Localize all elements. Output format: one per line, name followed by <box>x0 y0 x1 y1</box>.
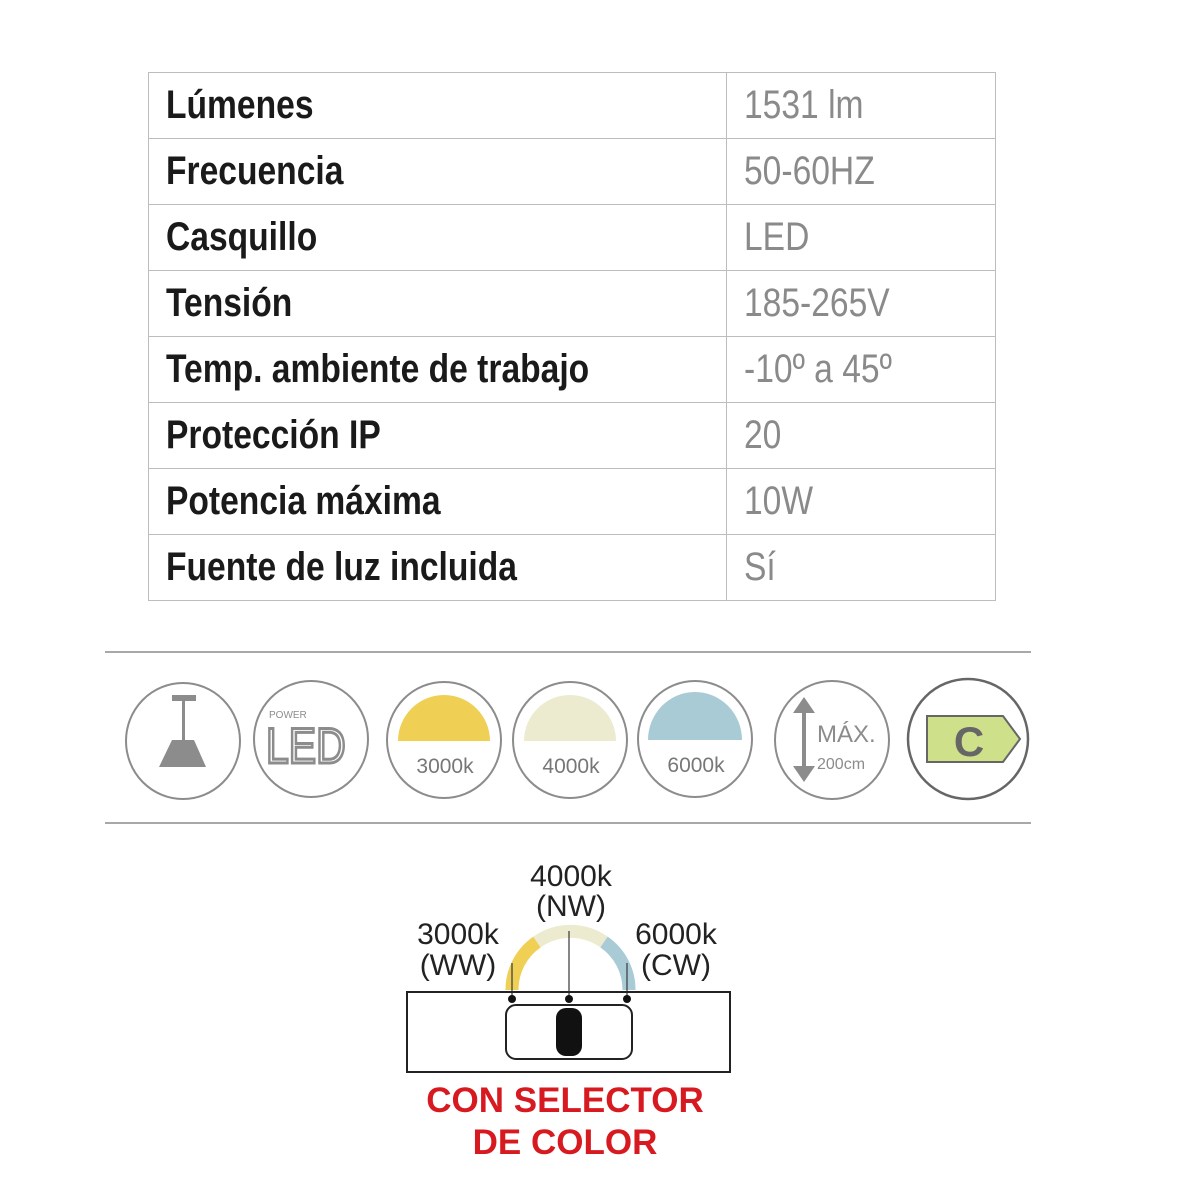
spec-row: Lúmenes 1531 lm <box>148 72 996 139</box>
spec-table: Lúmenes 1531 lm Frecuencia 50-60HZ Casquillo… <box>148 72 996 601</box>
warm-code-label: (WW) <box>420 949 497 982</box>
icon-circle <box>253 680 369 798</box>
spec-label: Temp. ambiente de trabajo <box>148 336 727 403</box>
cool-code-label: (CW) <box>641 949 711 982</box>
spec-value-text: -10º a 45º <box>744 347 892 391</box>
spec-label: Potencia máxima <box>148 468 727 535</box>
spec-label-text: Temp. ambiente de trabajo <box>166 347 590 391</box>
color-selector-diagram <box>505 924 636 991</box>
divider <box>105 651 1031 653</box>
spec-label-text: Fuente de luz incluida <box>166 545 517 589</box>
cool-temp-label: 6000k <box>635 918 718 951</box>
icon-circle <box>774 680 890 800</box>
power-text: POWER <box>269 710 307 721</box>
spec-value-text: 185-265V <box>744 281 890 325</box>
spec-label: Fuente de luz incluida <box>148 534 727 601</box>
divider <box>105 822 1031 824</box>
spec-value-text: 20 <box>744 413 782 457</box>
led-text: LED <box>266 718 346 774</box>
spec-value: 10W <box>726 468 996 535</box>
power-led-icon: POWER LED <box>265 710 347 775</box>
spec-label-text: Casquillo <box>166 215 318 259</box>
spec-value: LED <box>726 204 996 271</box>
warm-temp-label: 3000k <box>417 918 500 951</box>
icon-circle <box>512 681 628 799</box>
spec-label: Frecuencia <box>148 138 727 205</box>
spec-value: 20 <box>726 402 996 469</box>
neutral-light-icon <box>524 695 616 741</box>
energy-class-letter: C <box>954 718 984 765</box>
spec-label-text: Lúmenes <box>166 83 314 127</box>
spec-value-text: LED <box>744 215 810 259</box>
icon-circle <box>125 682 241 800</box>
neutral-temp-label: 4000k <box>530 860 613 893</box>
spec-value: 1531 lm <box>726 72 996 139</box>
spec-value-text: 10W <box>744 479 814 523</box>
spec-value-text: 1531 lm <box>744 83 864 127</box>
warm-label: 3000k <box>416 755 474 778</box>
cool-label: 6000k <box>667 754 725 777</box>
max-height-label: MÁX. <box>817 721 876 748</box>
cool-light-icon <box>648 692 742 740</box>
spec-label-text: Tensión <box>166 281 293 325</box>
selector-caption: DE COLOR <box>473 1123 658 1162</box>
spec-row: Protección IP 20 <box>148 402 996 469</box>
icon-circle <box>637 680 753 798</box>
spec-value-text: Sí <box>744 545 776 589</box>
warm-light-icon <box>398 695 490 741</box>
pendant-lamp-icon <box>159 695 206 767</box>
neutral-label: 4000k <box>542 755 600 778</box>
spec-row: Fuente de luz incluida Sí <box>148 534 996 601</box>
spec-row: Potencia máxima 10W <box>148 468 996 535</box>
spec-label: Protección IP <box>148 402 727 469</box>
selector-caption: CON SELECTOR <box>426 1081 703 1120</box>
neutral-code-label: (NW) <box>536 890 606 923</box>
height-arrow-icon <box>793 697 815 782</box>
spec-label: Lúmenes <box>148 72 727 139</box>
spec-label-text: Protección IP <box>166 413 381 457</box>
max-height-value: 200cm <box>817 756 865 773</box>
selector-track <box>505 1004 633 1060</box>
device-outline <box>406 991 731 1073</box>
selector-switch <box>556 1008 582 1056</box>
spec-value: -10º a 45º <box>726 336 996 403</box>
spec-value-text: 50-60HZ <box>744 149 875 193</box>
spec-row: Temp. ambiente de trabajo -10º a 45º <box>148 336 996 403</box>
spec-value: Sí <box>726 534 996 601</box>
spec-value: 185-265V <box>726 270 996 337</box>
spec-label-text: Frecuencia <box>166 149 344 193</box>
spec-label-text: Potencia máxima <box>166 479 441 523</box>
icon-circle <box>386 681 502 799</box>
energy-class-icon <box>926 715 1022 763</box>
icon-circle <box>906 677 1030 801</box>
